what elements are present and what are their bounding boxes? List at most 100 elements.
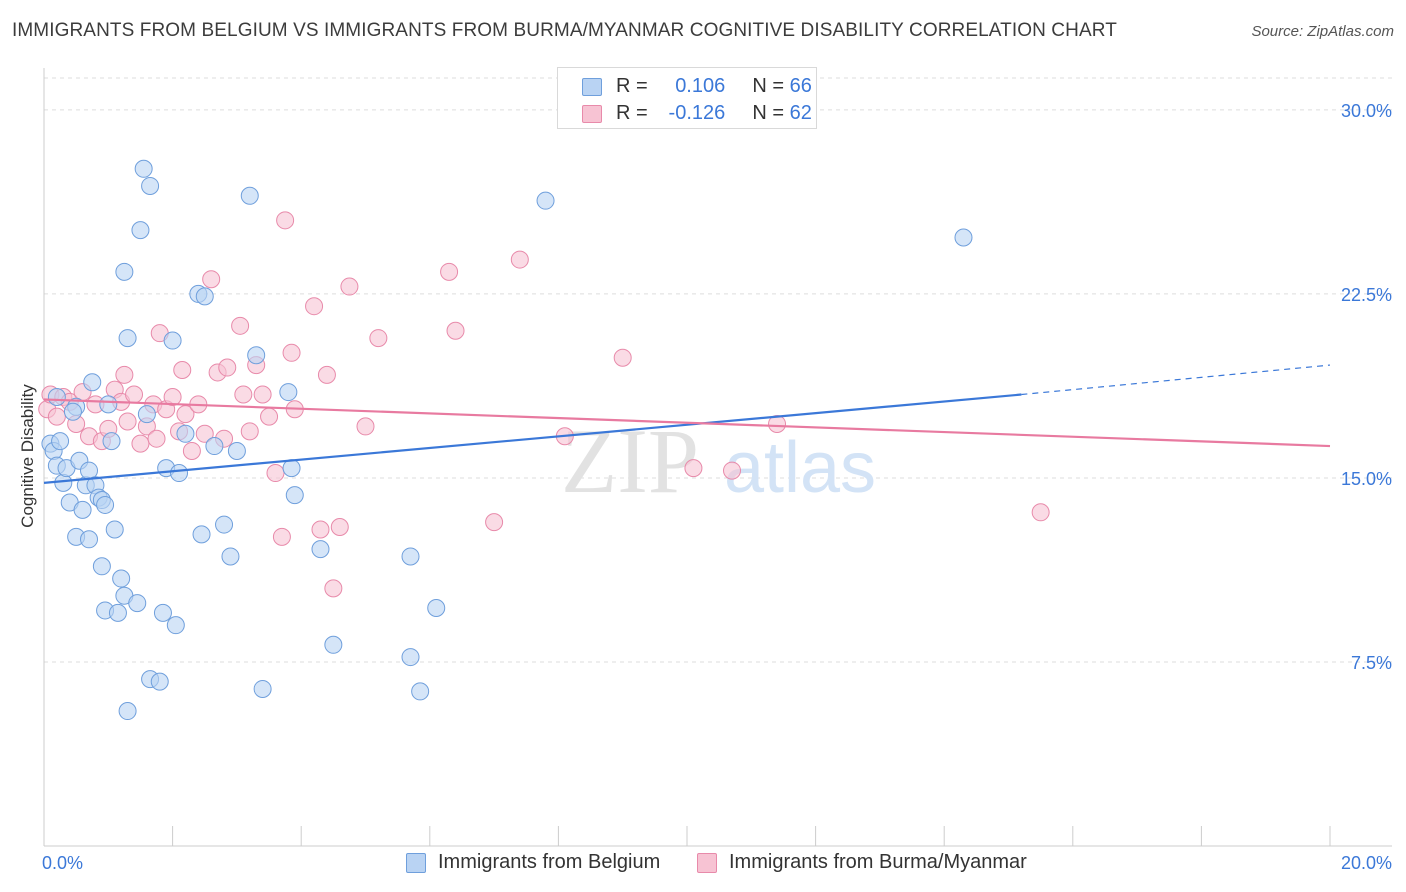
burma-point [356,417,375,436]
belgium-trend-line [43,393,1022,484]
belgium-point [153,603,172,622]
belgium-point [80,530,99,549]
bottom-legend-label-belgium: Immigrants from Belgium [438,851,661,873]
belgium-point [247,346,266,365]
belgium-point [282,459,301,478]
belgium-point [253,679,272,698]
burma-point [272,527,291,546]
burma-trend-line [43,398,1331,448]
belgium-point [279,383,298,402]
y-axis-label: Cognitive Disability [18,384,37,528]
belgium-point [536,191,555,210]
legend-n-value: 62 [789,102,812,124]
burma-point [684,459,703,478]
belgium-point [105,520,124,539]
burma-point [276,211,295,230]
belgium-point [108,603,127,622]
burma-point [369,329,388,348]
belgium-point [47,387,66,406]
belgium-point [954,228,973,247]
y-tick-label: 30.0% [1341,101,1392,121]
burma-point [305,297,324,316]
source-label: Source: ZipAtlas.com [1251,23,1394,40]
burma-point [231,316,250,335]
burma-point [446,321,465,340]
burma-point [311,520,330,539]
burma-point [195,424,214,443]
burma-point [163,387,182,406]
belgium-point [134,159,153,178]
legend-r-label: R = [616,75,648,97]
belgium-point [128,594,147,613]
x-tick-label: 0.0% [42,853,83,873]
burma-point [115,365,134,384]
bottom-legend-label-burma: Immigrants from Burma/Myanmar [729,851,1027,873]
belgium-point [221,547,240,566]
belgium-point [54,473,73,492]
belgium-point [131,221,150,240]
belgium-point [73,500,92,519]
y-tick-label: 22.5% [1341,285,1392,305]
burma-point [330,518,349,537]
belgium-point [118,702,137,721]
burma-point [253,385,272,404]
legend-n-value: 66 [789,75,812,97]
burma-point [440,262,459,281]
axis-layer [43,68,1392,847]
burma-point [282,343,301,362]
belgium-point [118,329,137,348]
belgium-point [112,569,131,588]
belgium-point [115,262,134,281]
belgium-point [137,405,156,424]
belgium-point [176,424,195,443]
watermark-zip: ZIP [561,410,699,512]
burma-point [324,579,343,598]
belgium-point [163,331,182,350]
watermark-atlas: atlas [724,428,876,508]
belgium-point [411,682,430,701]
belgium-point [192,525,211,544]
belgium-point [205,437,224,456]
belgium-point [427,598,446,617]
burma-point [768,414,787,433]
burma-point [47,407,66,426]
burma-point [202,270,221,289]
legend-r-value: 0.106 [675,75,726,97]
legend-n-label: N = [752,75,785,97]
burma-point [1031,503,1050,522]
y-tick-label: 15.0% [1341,469,1392,489]
burma-point [234,385,253,404]
burma-point [173,360,192,379]
tick-labels: 7.5% 15.0% 22.5% 30.0% 0.0% 20.0% Cognitive Di… [18,101,1392,873]
burma-point [723,461,742,480]
belgium-point [150,672,169,691]
burma-point [131,434,150,453]
belgium-trend-extension [1021,364,1331,396]
belgium-point [102,432,121,451]
legend-swatch-belgium [582,78,602,96]
belgium-point [240,186,259,205]
belgium-point [311,540,330,559]
belgium-point [63,402,82,421]
belgium-point [215,515,234,534]
burma-point [317,365,336,384]
burma-point [340,277,359,296]
chart-title: IMMIGRANTS FROM BELGIUM VS IMMIGRANTS FR… [12,20,1117,41]
belgium-point [141,176,160,195]
belgium-point [92,557,111,576]
bottom-legend-swatch-belgium [406,853,426,873]
series-belgium-points [41,159,973,721]
burma-point [125,385,144,404]
belgium-point [324,635,343,654]
belgium-point [285,486,304,505]
trend-lines [43,364,1331,484]
burma-point [260,407,279,426]
correlation-legend: R = 0.106 N = 66 R = -0.126 N = 62 [557,67,817,129]
belgium-point [170,464,189,483]
belgium-point [195,287,214,306]
legend-r-value: -0.126 [668,102,726,124]
legend-swatch-burma [582,105,602,123]
legend-r-label: R = [616,102,648,124]
belgium-point [51,432,70,451]
